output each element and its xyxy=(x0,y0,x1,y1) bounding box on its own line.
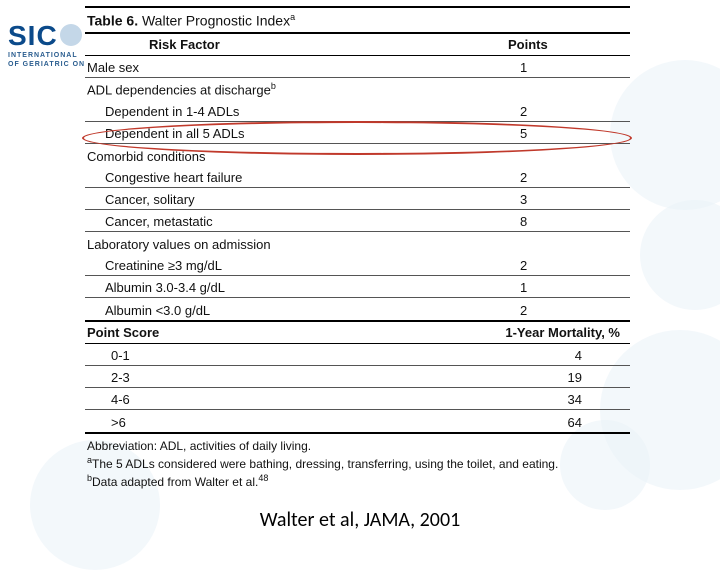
row-points: 2 xyxy=(508,170,628,185)
col-points: Points xyxy=(508,37,628,52)
row-label: Comorbid conditions xyxy=(87,149,508,164)
globe-icon xyxy=(60,24,82,46)
table-row: Comorbid conditions xyxy=(85,144,630,166)
table-row: ADL dependencies at dischargeb xyxy=(85,78,630,100)
row-label: Albumin 3.0-3.4 g/dL xyxy=(87,280,508,295)
footnote-b: bData adapted from Walter et al.48 xyxy=(87,472,628,490)
table-row: Albumin <3.0 g/dL2 xyxy=(85,298,630,320)
score-row: 4-634 xyxy=(85,388,630,410)
table-row: Cancer, solitary3 xyxy=(85,188,630,210)
table-row: Albumin 3.0-3.4 g/dL1 xyxy=(85,276,630,298)
table-number: Table 6. xyxy=(87,13,138,29)
footnote-a: aThe 5 ADLs considered were bathing, dre… xyxy=(87,454,628,472)
row-points: 2 xyxy=(508,303,628,318)
prognostic-table: Table 6. Walter Prognostic Indexa Risk F… xyxy=(85,6,630,492)
row-label: Male sex xyxy=(87,60,508,75)
table-row: Cancer, metastatic8 xyxy=(85,210,630,232)
logo-sub1: INTERNATIONAL xyxy=(8,52,85,59)
row-label: Laboratory values on admission xyxy=(87,237,508,252)
row-points: 5 xyxy=(508,126,628,141)
logo-text: SIC xyxy=(8,22,58,50)
table-title: Table 6. Walter Prognostic Indexa xyxy=(85,6,630,32)
row-label: Cancer, solitary xyxy=(87,192,508,207)
table-row: Male sex1 xyxy=(85,56,630,78)
score-label: 0-1 xyxy=(87,348,452,363)
row-label: Albumin <3.0 g/dL xyxy=(87,303,508,318)
score-header-row: Point Score 1-Year Mortality, % xyxy=(85,320,630,344)
row-points: 1 xyxy=(508,60,628,75)
score-label: 2-3 xyxy=(87,370,452,385)
score-mortality: 4 xyxy=(452,348,628,363)
row-label: Congestive heart failure xyxy=(87,170,508,185)
logo-sub2: OF GERIATRIC ON xyxy=(8,61,85,68)
row-label: Creatinine ≥3 mg/dL xyxy=(87,258,508,273)
score-mortality: 64 xyxy=(452,415,628,430)
table-row: Dependent in all 5 ADLs5 xyxy=(85,122,630,144)
row-label: Cancer, metastatic xyxy=(87,214,508,229)
col-point-score: Point Score xyxy=(87,325,452,340)
table-row: Creatinine ≥3 mg/dL2 xyxy=(85,254,630,276)
score-label: >6 xyxy=(87,415,452,430)
score-mortality: 19 xyxy=(452,370,628,385)
row-points: 1 xyxy=(508,280,628,295)
row-points: 2 xyxy=(508,258,628,273)
risk-header-row: Risk Factor Points xyxy=(85,32,630,56)
score-label: 4-6 xyxy=(87,392,452,407)
row-points: 2 xyxy=(508,104,628,119)
row-label: Dependent in 1-4 ADLs xyxy=(87,104,508,119)
table-row: Laboratory values on admission xyxy=(85,232,630,254)
table-name: Walter Prognostic Index xyxy=(138,13,290,29)
table-footer: Abbreviation: ADL, activities of daily l… xyxy=(85,432,630,493)
row-points: 3 xyxy=(508,192,628,207)
score-row: 2-319 xyxy=(85,366,630,388)
sic-logo: SIC INTERNATIONAL OF GERIATRIC ON xyxy=(8,22,85,68)
table-row: Dependent in 1-4 ADLs2 xyxy=(85,100,630,122)
row-label: Dependent in all 5 ADLs xyxy=(87,126,508,141)
citation-text: Walter et al, JAMA, 2001 xyxy=(0,508,720,532)
row-points: 8 xyxy=(508,214,628,229)
col-mortality: 1-Year Mortality, % xyxy=(452,325,628,340)
score-row: >664 xyxy=(85,410,630,432)
col-risk-factor: Risk Factor xyxy=(149,37,508,52)
score-mortality: 34 xyxy=(452,392,628,407)
row-label: ADL dependencies at dischargeb xyxy=(87,81,508,97)
title-sup: a xyxy=(290,12,295,22)
table-row: Congestive heart failure2 xyxy=(85,166,630,188)
abbrev-line: Abbreviation: ADL, activities of daily l… xyxy=(87,438,628,454)
score-row: 0-14 xyxy=(85,344,630,366)
